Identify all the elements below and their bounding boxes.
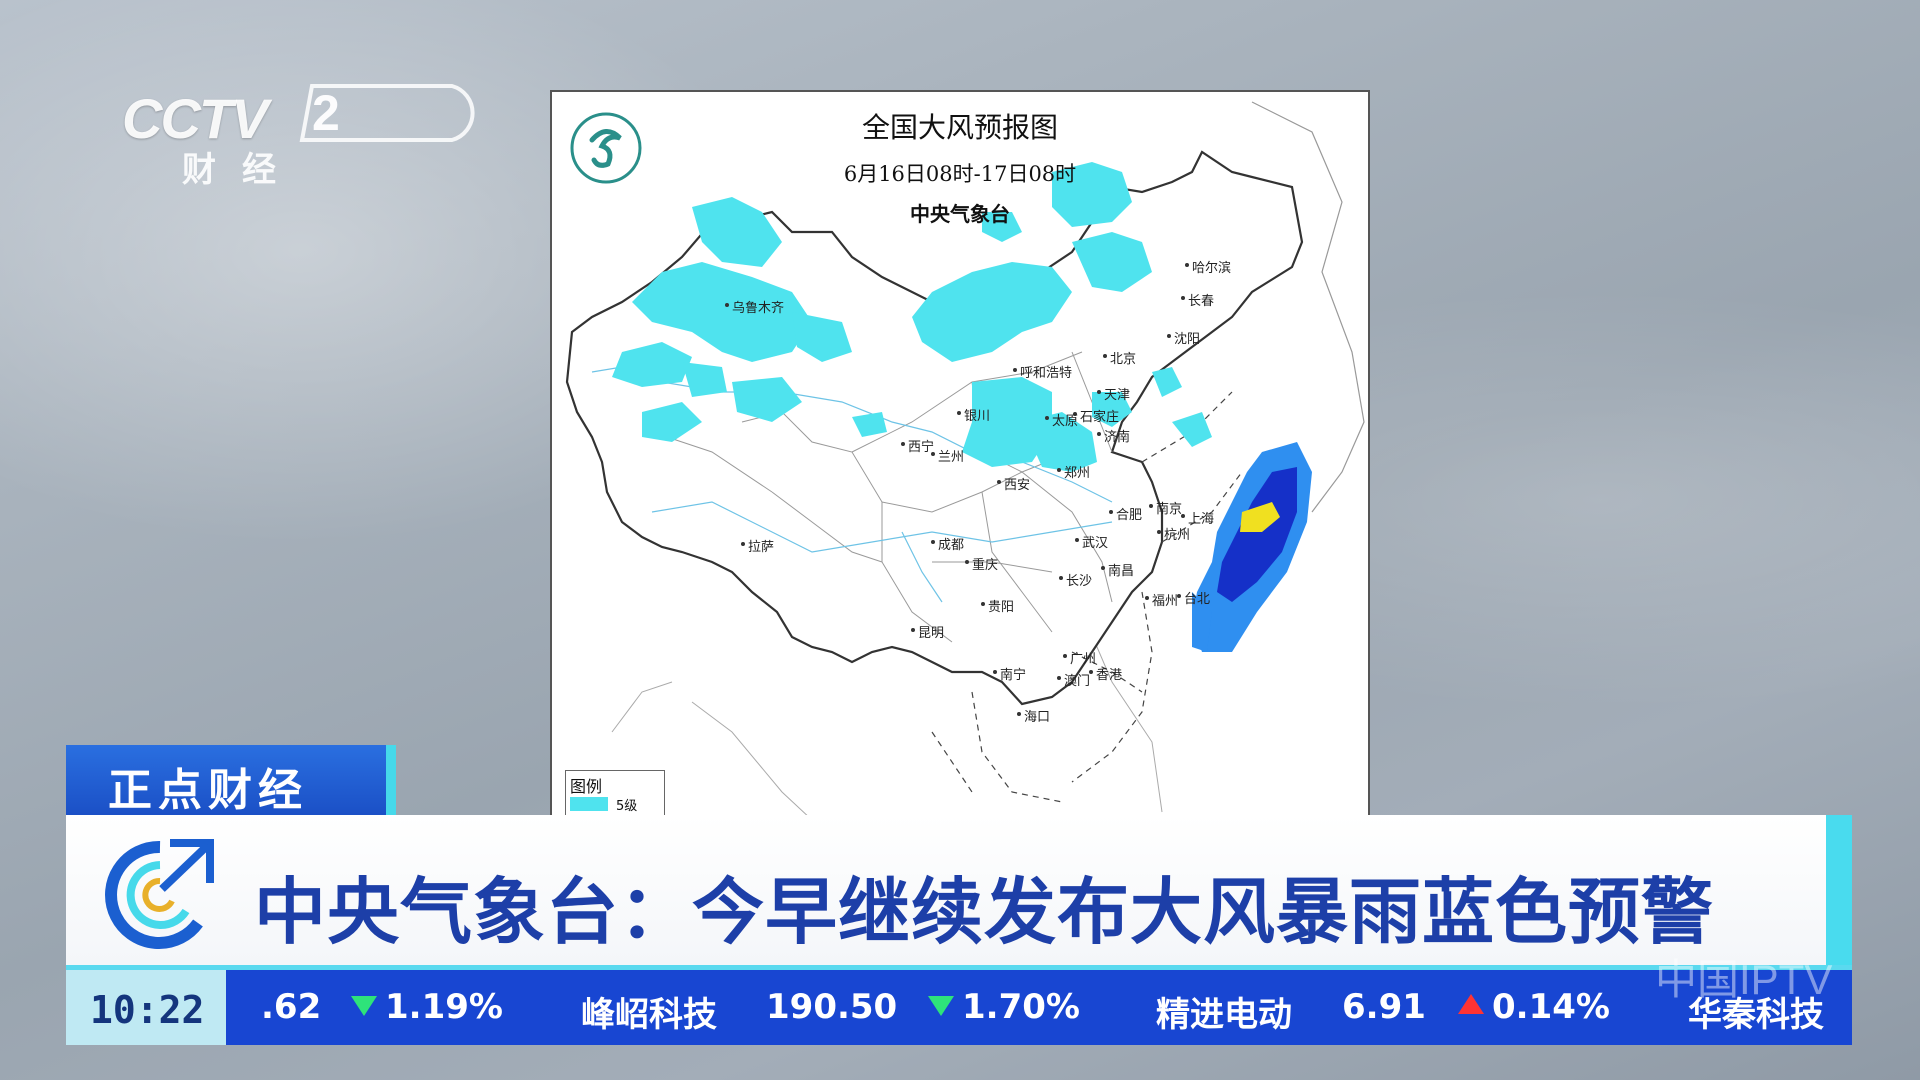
down-arrow-icon bbox=[351, 996, 377, 1016]
channel-logo-text: CCTV bbox=[122, 87, 268, 150]
city-label: 合肥 bbox=[1108, 504, 1142, 523]
ticker-change: 1.19% bbox=[385, 987, 503, 1027]
map-title: 全国大风预报图 bbox=[861, 111, 1058, 144]
ticker-item: .62 bbox=[261, 987, 321, 1027]
ticker-accent-line bbox=[66, 965, 1852, 970]
ticker-clock: 10:22 bbox=[66, 970, 226, 1045]
ticker-item: 1.70% bbox=[928, 987, 1080, 1027]
city-label: 太原 bbox=[1044, 410, 1078, 429]
cma-logo-icon bbox=[570, 112, 642, 184]
program-name: 正点财经 bbox=[108, 765, 308, 816]
up-arrow-icon bbox=[1458, 994, 1484, 1014]
city-label: 南昌 bbox=[1100, 560, 1134, 579]
city-label: 乌鲁木齐 bbox=[724, 297, 784, 316]
channel-number-pill bbox=[299, 84, 475, 142]
ticker-change: 1.70% bbox=[962, 987, 1080, 1027]
city-label: 南宁 bbox=[992, 664, 1026, 683]
map-legend: 图例 5级 bbox=[565, 770, 665, 816]
city-label: 北京 bbox=[1102, 348, 1136, 367]
city-label: 石家庄 bbox=[1072, 406, 1119, 425]
channel-subtitle: 财经 bbox=[182, 150, 302, 190]
ticker-change: 0.14% bbox=[1492, 987, 1610, 1027]
ticker-stock-name: 精进电动 bbox=[1156, 995, 1292, 1035]
ticker-price: 190.50 bbox=[766, 987, 898, 1027]
channel-number: 2 bbox=[312, 85, 340, 141]
city-label: 哈尔滨 bbox=[1184, 257, 1231, 276]
city-label: 武汉 bbox=[1074, 532, 1108, 551]
city-label: 郑州 bbox=[1056, 462, 1090, 481]
city-label: 贵阳 bbox=[980, 596, 1014, 615]
channel-logo: CCTV 2 财经 bbox=[122, 80, 475, 190]
cctv-finance-arrow-icon bbox=[105, 839, 214, 949]
city-label: 广州 bbox=[1062, 648, 1096, 667]
ticker-stock-name: 峰岹科技 bbox=[581, 995, 717, 1035]
city-label: 杭州 bbox=[1156, 524, 1190, 543]
city-label: 长春 bbox=[1180, 290, 1214, 309]
city-label: 呼和浩特 bbox=[1012, 362, 1072, 381]
wind-forecast-map: 全国大风预报图 6月16日08时-17日08时 中央气象台 乌鲁木齐 哈尔滨 长… bbox=[550, 90, 1370, 818]
iptv-watermark: 中国IPTV bbox=[1655, 956, 1833, 1003]
city-label: 西安 bbox=[996, 474, 1030, 493]
city-label: 银川 bbox=[956, 405, 990, 424]
city-label: 长沙 bbox=[1058, 570, 1092, 589]
city-label: 上海 bbox=[1180, 508, 1214, 527]
legend-label-level5: 5级 bbox=[616, 799, 638, 814]
city-label: 西宁 bbox=[900, 436, 934, 455]
headline-text: 中央气象台：今早继续发布大风暴雨蓝色预警 bbox=[254, 870, 1715, 954]
city-label: 沈阳 bbox=[1166, 328, 1200, 347]
down-arrow-icon bbox=[928, 996, 954, 1016]
city-label: 福州 bbox=[1144, 590, 1178, 609]
ticker-item: 0.14% bbox=[1458, 987, 1610, 1027]
ticker-item: 精进电动 bbox=[1156, 987, 1292, 1036]
clock-time: 10:22 bbox=[90, 988, 205, 1032]
city-label: 拉萨 bbox=[740, 536, 774, 555]
headline-bar: 中央气象台：今早继续发布大风暴雨蓝色预警 bbox=[66, 815, 1852, 965]
ticker-price: 6.91 bbox=[1342, 987, 1426, 1027]
city-label: 天津 bbox=[1096, 384, 1130, 403]
legend-title: 图例 bbox=[570, 777, 603, 796]
city-label: 昆明 bbox=[910, 622, 944, 641]
city-label: 香港 bbox=[1088, 664, 1122, 683]
map-graphic bbox=[565, 101, 1365, 816]
ticker-item: 峰岹科技 bbox=[581, 987, 717, 1036]
ticker-stock-name: 华秦科技 bbox=[1688, 995, 1824, 1035]
city-label: 澳门 bbox=[1056, 670, 1090, 689]
stock-ticker: 10:22 .62 1.19% 峰岹科技 190.50 1.70% 精进电动 6… bbox=[66, 965, 1852, 1045]
ticker-price: .62 bbox=[261, 987, 322, 1027]
legend-swatch-level5 bbox=[570, 797, 608, 811]
city-label: 南京 bbox=[1148, 498, 1182, 517]
city-label: 台北 bbox=[1176, 588, 1210, 607]
city-label: 济南 bbox=[1096, 426, 1130, 445]
ticker-item: 1.19% bbox=[351, 987, 503, 1027]
ticker-item: 6.91 bbox=[1342, 987, 1426, 1027]
map-date-range: 6月16日08时-17日08时 bbox=[843, 162, 1077, 186]
map-issuer: 中央气象台 bbox=[910, 202, 1010, 226]
city-label: 兰州 bbox=[930, 446, 964, 465]
city-label: 成都 bbox=[930, 534, 964, 553]
city-label: 重庆 bbox=[964, 554, 998, 573]
program-tag: 正点财经 bbox=[66, 745, 396, 816]
city-label: 海口 bbox=[1016, 706, 1050, 725]
ticker-item: 华秦科技 bbox=[1688, 987, 1824, 1036]
ticker-item: 190.50 bbox=[766, 987, 897, 1027]
